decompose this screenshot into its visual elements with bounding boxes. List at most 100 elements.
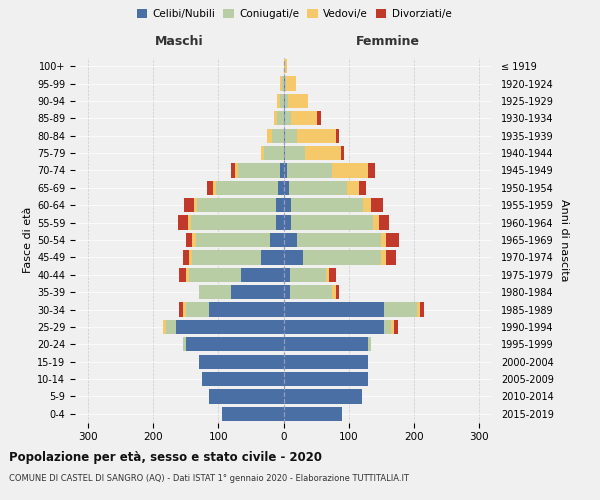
Bar xyxy=(280,76,282,90)
Bar xyxy=(363,198,371,212)
Bar xyxy=(197,198,275,212)
Bar xyxy=(381,233,386,247)
Bar xyxy=(274,111,277,126)
Bar xyxy=(275,216,284,230)
Bar xyxy=(284,233,296,247)
Bar xyxy=(182,337,186,351)
Bar xyxy=(391,320,394,334)
Bar xyxy=(192,250,260,264)
Bar xyxy=(394,320,398,334)
Bar xyxy=(417,302,421,316)
Text: Maschi: Maschi xyxy=(155,35,203,48)
Bar xyxy=(199,285,232,300)
Bar xyxy=(326,268,329,282)
Bar xyxy=(284,128,285,143)
Bar xyxy=(217,180,278,195)
Bar xyxy=(221,406,284,421)
Bar xyxy=(289,180,347,195)
Bar xyxy=(385,302,417,316)
Bar xyxy=(284,94,285,108)
Bar xyxy=(209,302,284,316)
Bar xyxy=(386,233,400,247)
Bar xyxy=(284,216,292,230)
Bar xyxy=(290,285,332,300)
Bar xyxy=(271,233,284,247)
Bar xyxy=(176,320,284,334)
Bar xyxy=(332,285,335,300)
Bar xyxy=(179,268,186,282)
Bar xyxy=(202,372,284,386)
Bar xyxy=(189,268,241,282)
Bar xyxy=(260,250,284,264)
Bar xyxy=(386,250,396,264)
Text: Popolazione per età, sesso e stato civile - 2020: Popolazione per età, sesso e stato civil… xyxy=(9,451,322,464)
Bar xyxy=(241,268,284,282)
Bar xyxy=(292,216,373,230)
Bar xyxy=(277,111,284,126)
Bar xyxy=(285,94,288,108)
Bar xyxy=(260,146,264,160)
Bar xyxy=(284,111,285,126)
Bar xyxy=(379,216,389,230)
Bar xyxy=(213,180,217,195)
Bar xyxy=(347,180,359,195)
Bar xyxy=(284,372,368,386)
Bar xyxy=(341,146,344,160)
Bar xyxy=(186,233,192,247)
Bar xyxy=(284,390,362,404)
Bar xyxy=(264,146,284,160)
Bar xyxy=(285,111,292,126)
Bar xyxy=(381,250,386,264)
Bar xyxy=(385,320,391,334)
Bar xyxy=(182,302,186,316)
Bar xyxy=(290,268,326,282)
Bar xyxy=(235,164,238,177)
Bar xyxy=(284,268,290,282)
Bar xyxy=(368,337,371,351)
Bar xyxy=(284,164,287,177)
Bar xyxy=(284,146,286,160)
Bar xyxy=(303,250,381,264)
Bar xyxy=(368,164,375,177)
Bar xyxy=(317,111,320,126)
Bar xyxy=(275,198,284,212)
Bar xyxy=(166,320,176,334)
Bar xyxy=(284,250,303,264)
Bar xyxy=(284,406,342,421)
Bar xyxy=(335,285,339,300)
Bar xyxy=(186,268,189,282)
Bar xyxy=(278,180,284,195)
Bar xyxy=(184,198,194,212)
Bar xyxy=(285,128,296,143)
Bar xyxy=(178,216,188,230)
Bar xyxy=(188,216,191,230)
Bar xyxy=(371,198,383,212)
Bar xyxy=(296,233,381,247)
Bar xyxy=(199,354,284,369)
Bar xyxy=(282,76,284,90)
Bar xyxy=(238,164,280,177)
Bar xyxy=(286,76,296,90)
Bar xyxy=(232,285,284,300)
Bar xyxy=(292,198,363,212)
Bar xyxy=(277,94,280,108)
Bar xyxy=(373,216,379,230)
Bar xyxy=(163,320,166,334)
Bar xyxy=(186,337,284,351)
Text: COMUNE DI CASTEL DI SANGRO (AQ) - Dati ISTAT 1° gennaio 2020 - Elaborazione TUTT: COMUNE DI CASTEL DI SANGRO (AQ) - Dati I… xyxy=(9,474,409,483)
Bar xyxy=(191,216,275,230)
Bar xyxy=(329,268,335,282)
Bar xyxy=(285,76,286,90)
Bar xyxy=(284,59,287,74)
Bar xyxy=(280,164,284,177)
Bar xyxy=(182,250,189,264)
Y-axis label: Anni di nascita: Anni di nascita xyxy=(559,198,569,281)
Bar xyxy=(292,111,317,126)
Bar xyxy=(284,302,385,316)
Bar xyxy=(284,198,292,212)
Bar xyxy=(280,94,284,108)
Bar xyxy=(179,302,182,316)
Bar xyxy=(288,94,308,108)
Bar xyxy=(287,164,332,177)
Bar xyxy=(284,76,285,90)
